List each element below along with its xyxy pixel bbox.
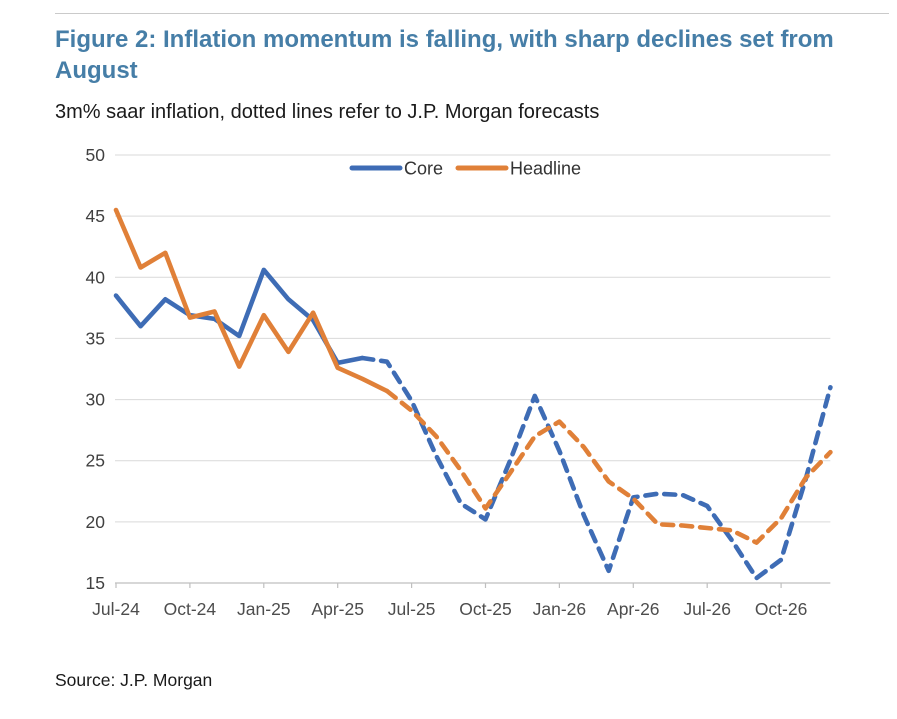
legend-label-core: Core bbox=[404, 159, 443, 179]
gridlines bbox=[115, 154, 831, 523]
x-tick-label: Jul-26 bbox=[683, 599, 731, 619]
series-core-actual-line bbox=[113, 267, 365, 366]
x-tick-label: Jan-25 bbox=[237, 599, 291, 619]
inflation-line-chart: 15 20 25 30 35 40 45 50 Jul-24 Oct-24 Jan-25 Apr-2… bbox=[86, 145, 833, 619]
y-tick-label: 40 bbox=[86, 267, 106, 287]
source-note: Source: J.P. Morgan bbox=[55, 670, 213, 690]
chart-area: 15 20 25 30 35 40 45 50 Jul-24 Oct-24 Jan-25 Apr-2… bbox=[55, 140, 855, 630]
y-tick-label: 25 bbox=[86, 451, 105, 471]
x-tick-label: Oct-26 bbox=[755, 599, 808, 619]
figure-subtitle: 3m% saar inflation, dotted lines refer t… bbox=[55, 101, 600, 123]
series-headline-forecast-line bbox=[384, 388, 833, 545]
y-axis-labels: 15 20 25 30 35 40 45 50 bbox=[86, 145, 106, 593]
y-tick-label: 50 bbox=[86, 145, 106, 165]
figure-title: Figure 2: Inflation momentum is falling,… bbox=[55, 26, 834, 84]
legend-label-headline: Headline bbox=[510, 159, 581, 179]
data-series bbox=[113, 207, 833, 581]
x-tick-label: Oct-25 bbox=[459, 599, 512, 619]
x-axis bbox=[115, 582, 831, 588]
series-core-forecast-line bbox=[360, 355, 833, 581]
y-tick-label: 20 bbox=[86, 512, 106, 532]
x-tick-label: Jul-24 bbox=[92, 599, 140, 619]
y-tick-label: 15 bbox=[86, 573, 105, 593]
x-tick-label: Apr-26 bbox=[607, 599, 660, 619]
series-headline-actual-line bbox=[113, 207, 390, 394]
x-tick-label: Apr-25 bbox=[311, 599, 364, 619]
y-tick-label: 35 bbox=[86, 328, 105, 348]
x-tick-label: Jan-26 bbox=[533, 599, 587, 619]
x-tick-label: Jul-25 bbox=[388, 599, 436, 619]
legend: Core Headline bbox=[349, 159, 581, 179]
y-tick-label: 45 bbox=[86, 206, 105, 226]
top-divider bbox=[55, 13, 889, 14]
x-axis-labels: Jul-24 Oct-24 Jan-25 Apr-25 Jul-25 Oct-25 Jan-… bbox=[92, 599, 807, 619]
y-tick-label: 30 bbox=[86, 390, 106, 410]
x-tick-label: Oct-24 bbox=[164, 599, 217, 619]
